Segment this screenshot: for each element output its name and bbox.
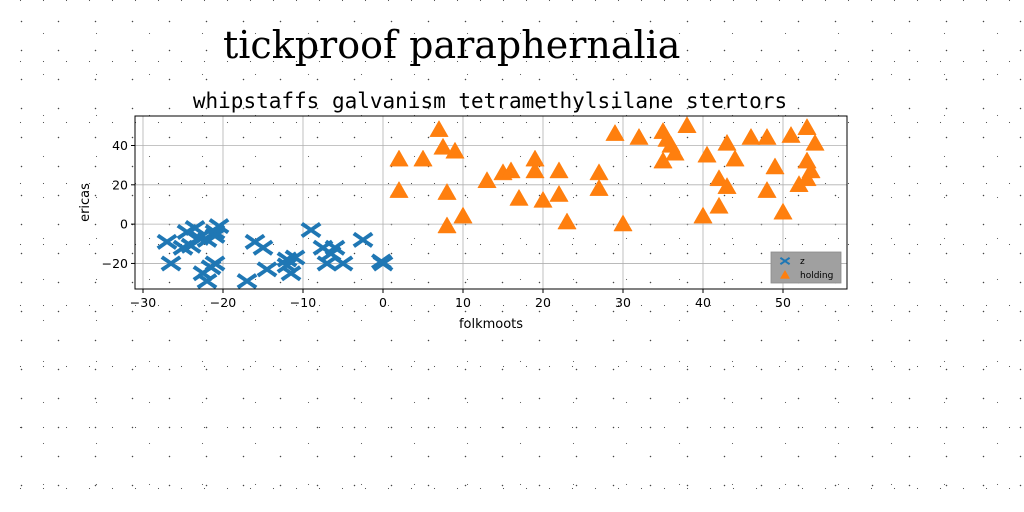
y-tick-label: 40 bbox=[112, 138, 128, 153]
x-tick-label: 20 bbox=[535, 295, 551, 310]
x-tick-label: 40 bbox=[695, 295, 711, 310]
series-holding-point bbox=[677, 116, 697, 133]
series-z-point bbox=[160, 255, 182, 272]
series-holding-point bbox=[781, 125, 801, 143]
series-z-point bbox=[156, 233, 178, 250]
series-z-point bbox=[372, 255, 394, 272]
series-holding-point bbox=[693, 206, 713, 224]
series-z-point bbox=[332, 255, 354, 272]
x-tick-label: 30 bbox=[615, 295, 631, 310]
series-z-point bbox=[204, 255, 226, 272]
series-holding-point bbox=[437, 182, 457, 200]
series-z-point bbox=[252, 239, 274, 256]
y-tick-label: 20 bbox=[112, 177, 128, 192]
series-holding-point bbox=[773, 202, 793, 220]
series-z-point bbox=[300, 222, 322, 239]
series-holding-point bbox=[757, 181, 777, 198]
series-z-point bbox=[280, 265, 302, 282]
series-z-point bbox=[284, 249, 306, 266]
series-holding-point bbox=[629, 127, 649, 145]
y-tick-label: −20 bbox=[102, 256, 128, 271]
series-holding-point bbox=[741, 127, 761, 145]
series-z-point bbox=[256, 261, 278, 278]
series-holding-point bbox=[413, 149, 433, 167]
series-holding-point bbox=[433, 137, 453, 155]
series-holding-point bbox=[765, 157, 785, 175]
series-holding-point bbox=[477, 171, 497, 189]
x-tick-label: −30 bbox=[130, 295, 156, 310]
series-z-point bbox=[208, 218, 230, 235]
series-holding-point bbox=[757, 127, 777, 145]
y-tick-label: 0 bbox=[120, 217, 128, 232]
series-holding-point bbox=[549, 161, 569, 179]
series-holding-point bbox=[557, 212, 577, 230]
figure-suptitle: tickproof paraphernalia bbox=[223, 23, 681, 67]
series-holding-point bbox=[717, 177, 737, 194]
series-holding-point bbox=[797, 118, 817, 135]
series-holding-point bbox=[801, 161, 821, 179]
series-z-point bbox=[196, 273, 218, 290]
legend: z holding bbox=[770, 251, 842, 284]
series-holding-point bbox=[665, 143, 685, 161]
series-holding-point bbox=[725, 149, 745, 167]
series-holding-point bbox=[509, 188, 529, 206]
legend-marker bbox=[779, 269, 791, 279]
series-holding-point bbox=[389, 181, 409, 198]
series-holding-point bbox=[445, 141, 465, 159]
legend-label: z bbox=[800, 257, 805, 267]
x-tick-label: 50 bbox=[775, 295, 791, 310]
axis-ticks: −30 −20 −10 0 10 20 30 40 50 −20 0 20 40 bbox=[102, 138, 791, 310]
series-holding-point bbox=[697, 145, 717, 163]
series-holding-point bbox=[589, 163, 609, 181]
legend-label: holding bbox=[800, 271, 833, 281]
series-holding-point bbox=[437, 216, 457, 234]
series-holding-point bbox=[389, 149, 409, 167]
series-holding-point bbox=[805, 133, 825, 151]
series-holding-point bbox=[589, 179, 609, 196]
series-holding-point bbox=[709, 169, 729, 187]
x-tick-label: −20 bbox=[210, 295, 236, 310]
chart-title: whipstaffs galvanism tetramethylsilane s… bbox=[193, 89, 787, 113]
series-holding-point bbox=[605, 123, 625, 141]
series-holding-point bbox=[717, 133, 737, 151]
series-holding-point bbox=[525, 161, 545, 179]
legend-marker bbox=[779, 257, 791, 265]
data-points bbox=[156, 116, 825, 290]
series-z-point bbox=[236, 273, 258, 290]
series-z-point bbox=[324, 239, 346, 256]
series-holding-point bbox=[501, 161, 521, 179]
x-tick-label: 10 bbox=[455, 295, 471, 310]
x-axis-label: folkmoots bbox=[459, 317, 523, 332]
series-holding-point bbox=[453, 206, 473, 224]
series-holding-point bbox=[709, 196, 729, 214]
x-tick-label: −10 bbox=[290, 295, 316, 310]
grid-lines bbox=[135, 116, 847, 289]
series-holding-point bbox=[533, 190, 553, 208]
x-tick-label: 0 bbox=[379, 295, 387, 310]
y-axis-label: ericas bbox=[78, 183, 93, 222]
series-holding-point bbox=[613, 214, 633, 232]
series-holding-point bbox=[549, 184, 569, 202]
plot-frame bbox=[134, 115, 848, 290]
series-holding-point bbox=[429, 120, 449, 137]
series-z-point bbox=[352, 231, 374, 248]
